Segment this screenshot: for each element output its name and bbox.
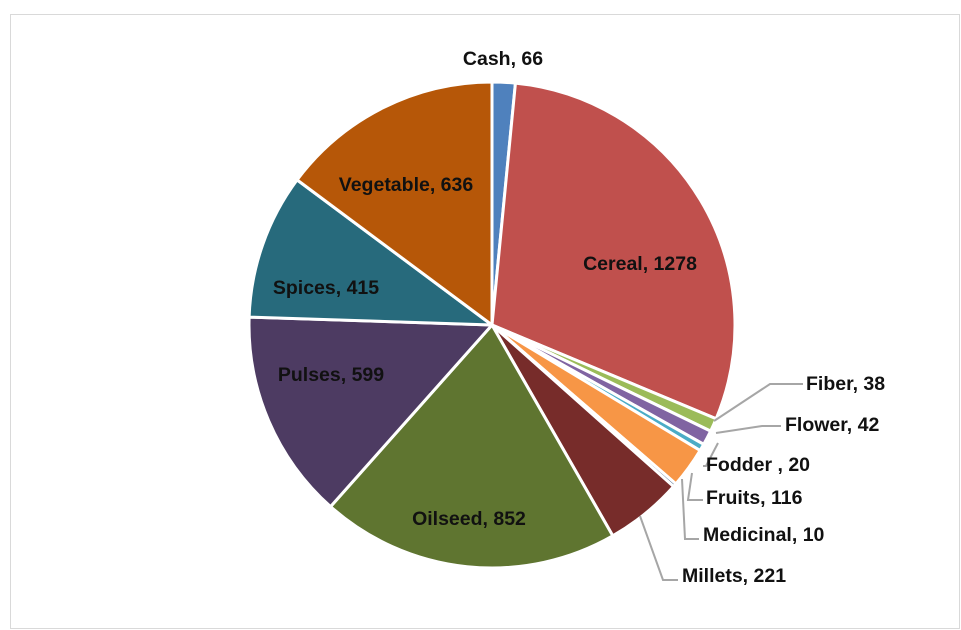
data-label-pulses: Pulses, 599 [278,364,384,386]
slice-cereal [490,81,737,421]
slice-vegetable [295,80,494,327]
leader-line-fodder [703,442,719,467]
leader-line-fiber [713,383,803,422]
leader-lines [639,383,803,581]
slice-spices [247,178,494,327]
leader-line-medicinal [681,478,699,540]
data-label-oilseed: Oilseed, 852 [412,508,526,530]
data-label-fodder: Fodder , 20 [706,454,810,476]
data-label-fiber: Fiber, 38 [806,373,885,395]
pie-slices [247,80,737,570]
data-label-cash: Cash, 66 [463,48,543,70]
data-label-medicinal: Medicinal, 10 [703,524,825,546]
data-labels: Cash, 66 Cereal, 1278 Fiber, 38 Flower, 42 F… [273,48,885,587]
data-label-vegetable: Vegetable, 636 [339,174,474,196]
leader-line-flower [715,425,781,434]
leader-line-millets [639,515,678,581]
data-label-spices: Spices, 415 [273,277,379,299]
data-label-flower: Flower, 42 [785,414,879,436]
slice-pulses [247,315,494,509]
leader-line-fruits [686,472,703,501]
data-label-millets: Millets, 221 [682,565,786,587]
slice-oilseed [329,323,615,570]
data-label-fruits: Fruits, 116 [706,487,803,509]
data-label-cereal: Cereal, 1278 [583,253,697,275]
